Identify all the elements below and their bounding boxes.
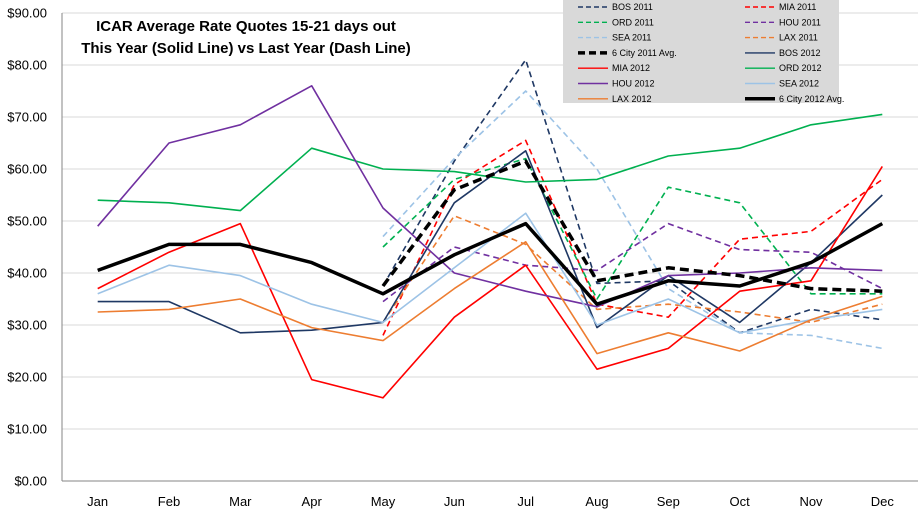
- x-tick-label: Jul: [517, 494, 534, 509]
- legend: BOS 2011 MIA 2011 ORD 2011 HOU 2011 SEA 2011…: [563, 0, 844, 104]
- legend-label: BOS 2011: [612, 2, 653, 12]
- y-tick-label: $20.00: [7, 370, 47, 385]
- x-tick-label: Aug: [585, 494, 608, 509]
- x-tick-label: Apr: [302, 494, 323, 509]
- x-tick-label: May: [371, 494, 396, 509]
- y-tick-label: $30.00: [7, 318, 47, 333]
- legend-label: MIA 2011: [779, 2, 816, 12]
- x-tick-label: Jun: [444, 494, 465, 509]
- legend-label: 6 City 2012 Avg.: [779, 94, 844, 104]
- legend-label: ORD 2012: [779, 63, 822, 73]
- legend-label: HOU 2012: [612, 79, 655, 89]
- y-tick-label: $50.00: [7, 214, 47, 229]
- series-line-lax-2011: [382, 215, 883, 324]
- y-tick-label: $70.00: [7, 110, 47, 125]
- x-tick-label: Oct: [730, 494, 751, 509]
- series-line-hou-2012: [97, 85, 883, 308]
- series-line-6-city-2011-avg: [381, 159, 883, 293]
- legend-label: LAX 2011: [779, 33, 818, 43]
- x-tick-label: Jan: [87, 494, 108, 509]
- series-line-ord-2011: [382, 157, 883, 300]
- x-tick-label: Nov: [799, 494, 823, 509]
- series-line-ord-2012: [97, 113, 883, 212]
- legend-box: [563, 0, 839, 103]
- series-line-bos-2012: [97, 150, 883, 334]
- y-tick-label: $60.00: [7, 162, 47, 177]
- series-line-bos-2011: [382, 58, 883, 334]
- axes: $0.00 $10.00 $20.00 $30.00 $40.00 $50.00 $60.0…: [7, 6, 894, 510]
- chart-subtitle: This Year (Solid Line) vs Last Year (Das…: [81, 40, 411, 57]
- x-tick-label: Feb: [158, 494, 180, 509]
- x-tick-label: Sep: [657, 494, 680, 509]
- series-lines: [97, 58, 884, 399]
- series-line-6-city-2012-avg: [97, 221, 884, 306]
- x-tick-label: Mar: [229, 494, 252, 509]
- series-line-lax-2012: [97, 241, 883, 355]
- y-tick-label: $80.00: [7, 58, 47, 73]
- y-tick-label: $10.00: [7, 422, 47, 437]
- legend-label: SEA 2011: [612, 33, 651, 43]
- legend-label: SEA 2012: [779, 79, 819, 89]
- legend-label: HOU 2011: [779, 17, 821, 27]
- legend-label: ORD 2011: [612, 17, 654, 27]
- legend-label: LAX 2012: [612, 94, 652, 104]
- legend-label: MIA 2012: [612, 63, 650, 73]
- series-line-sea-2011: [382, 90, 883, 350]
- chart-title: ICAR Average Rate Quotes 15-21 days out: [96, 18, 396, 35]
- y-tick-label: $90.00: [7, 6, 47, 21]
- series-line-mia-2012: [97, 165, 883, 399]
- series-line-mia-2011: [382, 139, 883, 336]
- legend-label: BOS 2012: [779, 48, 821, 58]
- legend-label: 6 City 2011 Avg.: [612, 48, 677, 58]
- y-tick-label: $0.00: [14, 474, 47, 489]
- y-tick-label: $40.00: [7, 266, 47, 281]
- x-tick-label: Dec: [871, 494, 895, 509]
